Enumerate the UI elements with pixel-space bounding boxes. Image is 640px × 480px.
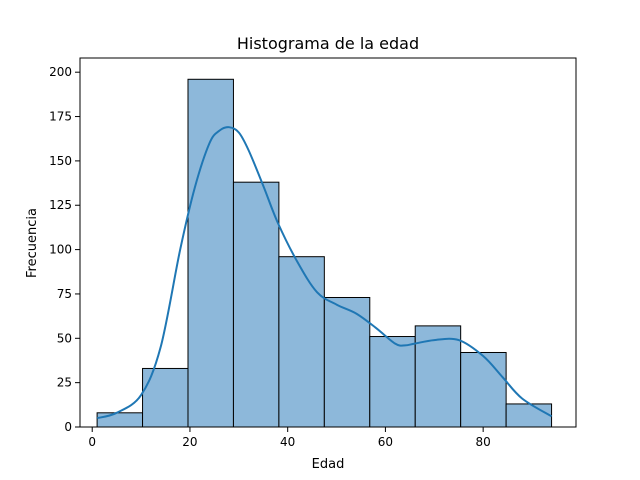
y-tick-label: 175	[49, 110, 72, 124]
histogram-bar	[505, 403, 553, 428]
histogram-bar	[323, 296, 371, 428]
y-tick-label: 150	[49, 154, 72, 168]
y-tick-label: 0	[64, 420, 72, 434]
histogram-bar	[232, 181, 280, 428]
x-tick-label: 20	[182, 435, 197, 449]
histogram-bar	[187, 78, 234, 428]
x-tick-label: 80	[476, 435, 491, 449]
x-tick-label: 40	[280, 435, 295, 449]
chart-title: Histograma de la edad	[237, 34, 419, 53]
y-axis-label: Frecuencia	[25, 208, 40, 278]
bars-group	[96, 78, 553, 428]
histogram-bar	[96, 412, 144, 428]
plot-frame	[79, 57, 577, 428]
y-tick-label: 200	[49, 65, 72, 79]
histogram-bar	[369, 336, 416, 428]
y-tick-label: 25	[57, 376, 72, 390]
y-tick-label: 75	[57, 287, 72, 301]
x-tick-label: 0	[88, 435, 96, 449]
x-axis-label: Edad	[312, 457, 345, 472]
x-tick-label: 60	[378, 435, 393, 449]
histogram-bar	[278, 256, 325, 428]
y-tick-label: 100	[49, 243, 72, 257]
y-axis: 0 25 50 75 100 125 150 175 200	[49, 65, 80, 434]
kde-group	[96, 126, 553, 420]
histogram-bar	[414, 325, 462, 428]
histogram-bar	[142, 367, 189, 428]
y-tick-label: 125	[49, 198, 72, 212]
y-tick-label: 50	[57, 331, 72, 345]
histogram-bar	[460, 351, 507, 428]
x-axis: 0 20 40 60 80	[88, 427, 491, 449]
kde-line	[96, 126, 553, 420]
